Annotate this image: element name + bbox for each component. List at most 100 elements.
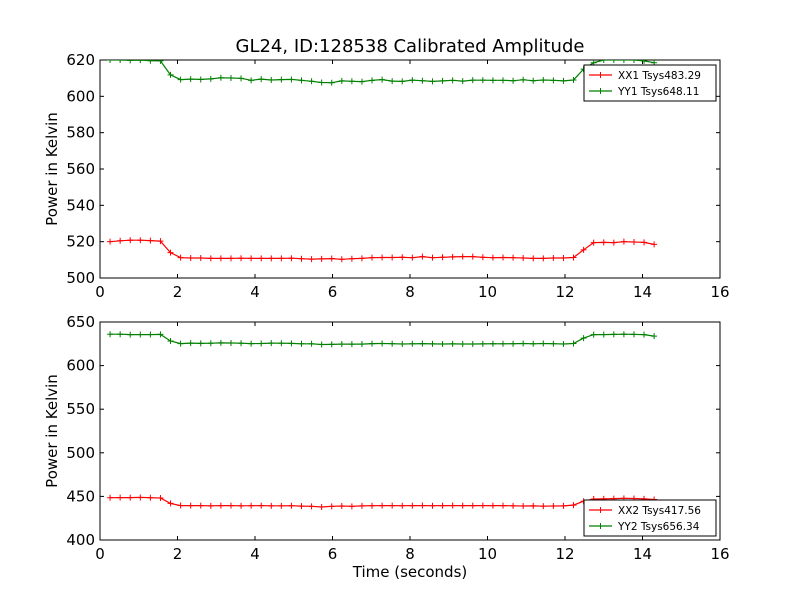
data-point — [630, 239, 637, 246]
data-point — [409, 254, 416, 261]
data-point — [227, 255, 234, 262]
data-point — [570, 502, 577, 509]
data-point — [298, 255, 305, 262]
data-point — [117, 331, 124, 338]
data-point — [510, 254, 517, 261]
data-point — [610, 239, 617, 246]
data-point — [479, 502, 486, 509]
y-tick-label: 540 — [66, 196, 95, 214]
y-tick-label: 580 — [66, 124, 95, 142]
data-point — [217, 339, 224, 346]
data-point — [600, 331, 607, 338]
data-point — [439, 77, 446, 84]
data-point — [127, 237, 134, 244]
data-point — [500, 340, 506, 347]
data-point — [298, 340, 305, 347]
data-point — [389, 78, 396, 85]
data-point — [449, 77, 456, 84]
data-point — [651, 241, 658, 248]
data-point — [107, 494, 114, 501]
data-point — [177, 340, 184, 347]
x-tick-label: 10 — [478, 545, 497, 563]
data-point — [429, 254, 436, 261]
y-tick-label: 550 — [66, 400, 95, 418]
data-point — [127, 60, 134, 64]
data-point — [550, 340, 557, 347]
data-point — [620, 331, 627, 338]
data-point — [600, 60, 607, 63]
data-point — [338, 341, 345, 348]
data-point — [530, 340, 537, 347]
data-point — [207, 255, 214, 262]
data-point — [489, 77, 496, 84]
data-point — [258, 340, 265, 347]
data-point — [248, 502, 255, 509]
x-tick-label: 16 — [710, 545, 729, 563]
data-point — [308, 340, 315, 347]
x-tick-label: 4 — [250, 545, 260, 563]
legend-entry-1: XX1 Tsys483.29 — [618, 70, 701, 82]
data-point — [520, 340, 527, 347]
x-tick-label: 6 — [328, 545, 338, 563]
data-point — [117, 60, 124, 63]
data-point — [187, 76, 194, 83]
x-tick-label: 16 — [710, 283, 729, 301]
data-point — [298, 503, 305, 510]
data-point — [338, 502, 345, 509]
data-point — [127, 494, 134, 501]
data-point — [469, 77, 476, 84]
data-point — [348, 341, 355, 348]
data-point — [379, 76, 386, 83]
data-point — [540, 503, 547, 510]
data-point — [177, 254, 184, 261]
data-point — [449, 340, 456, 347]
x-tick-label: 8 — [405, 283, 415, 301]
y-tick-label: 400 — [66, 531, 95, 549]
data-point — [641, 239, 648, 246]
chart-panel-1: 0 2 4 6 8 10 12 14 16 500 520 540 560 580 600 620 GL24, … — [43, 36, 730, 301]
data-point — [177, 502, 184, 509]
data-point — [641, 60, 648, 64]
data-point — [389, 502, 396, 509]
data-point — [107, 238, 114, 245]
data-point — [379, 502, 386, 509]
series-group — [107, 331, 658, 511]
data-point — [288, 76, 295, 83]
data-point — [449, 502, 456, 509]
data-point — [369, 77, 376, 84]
data-point — [489, 254, 496, 261]
data-point — [469, 340, 476, 347]
data-point — [147, 60, 154, 64]
data-point — [238, 340, 245, 347]
data-point — [500, 77, 506, 84]
x-tick-label: 0 — [95, 283, 105, 301]
x-tick-label: 8 — [405, 545, 415, 563]
data-point — [489, 340, 496, 347]
x-tick-label: 14 — [633, 545, 652, 563]
data-point — [268, 255, 275, 262]
data-point — [278, 502, 285, 509]
data-point — [137, 494, 144, 501]
data-point — [278, 76, 285, 83]
data-point — [147, 331, 154, 338]
y-tick-label: 560 — [66, 160, 95, 178]
data-point — [479, 254, 486, 261]
data-point — [389, 340, 396, 347]
y-axis-label: Power in Kelvin — [43, 374, 61, 488]
y-tick-label: 600 — [66, 357, 95, 375]
data-point — [479, 340, 486, 347]
data-point — [590, 239, 597, 246]
data-point — [469, 253, 476, 260]
data-point — [580, 335, 587, 342]
data-point — [328, 79, 335, 86]
data-point — [449, 253, 456, 260]
data-point — [137, 331, 144, 338]
data-point — [268, 340, 275, 347]
data-point — [500, 502, 506, 509]
data-point — [560, 77, 567, 84]
data-point — [308, 503, 315, 510]
data-point — [399, 78, 406, 85]
data-point — [308, 256, 315, 263]
data-point — [217, 502, 224, 509]
y-tick-label: 620 — [66, 51, 95, 69]
